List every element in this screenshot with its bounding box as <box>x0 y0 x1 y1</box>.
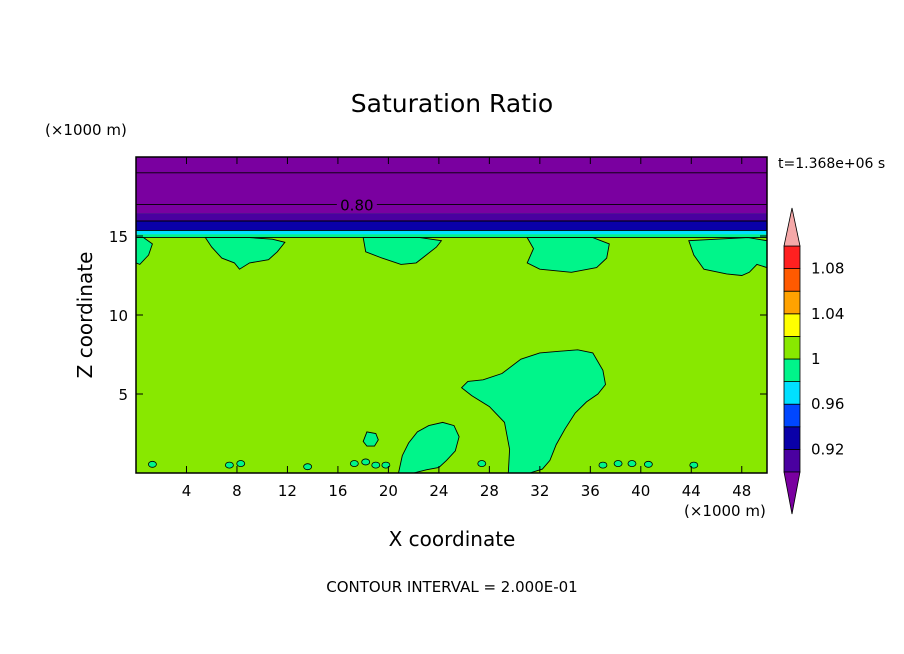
y-axis: 5 10 15 <box>109 228 767 404</box>
colorbar-segment-5 <box>783 335 801 360</box>
x-tick-label-8: 36 <box>581 482 600 500</box>
y-unit-label: (×1000 m) <box>45 121 127 139</box>
ground-blob-12 <box>643 460 653 468</box>
x-unit-label: (×1000 m) <box>684 502 766 520</box>
colorbar-tick-label-2: 1 <box>811 350 821 368</box>
x-tick-label-10: 44 <box>682 482 701 500</box>
colorbar-segment-0 <box>783 448 801 473</box>
ground-blob-7 <box>381 461 391 469</box>
ground-blob-6 <box>371 461 381 469</box>
contour-labels: 0.80 <box>336 196 377 214</box>
colorbar-over-triangle <box>783 207 801 247</box>
colorbar-segment-4 <box>783 358 801 383</box>
x-tick-label-2: 12 <box>278 482 297 500</box>
colorbar-segment-8 <box>783 268 801 292</box>
patch-main-plume-edge <box>460 349 606 473</box>
y-tick-label-0: 5 <box>118 386 128 404</box>
contour-lines <box>136 172 767 473</box>
colorbar-tick-label-3: 1.04 <box>811 305 844 323</box>
upper-dry-layer <box>136 157 767 214</box>
patch-upper-2 <box>205 237 285 270</box>
x-tick-label-3: 16 <box>328 482 347 500</box>
ground-blob-13 <box>689 461 699 469</box>
contour-label-bg-0 <box>336 196 377 213</box>
x-tick-label-11: 48 <box>732 482 751 500</box>
patch-upper-1 <box>136 237 153 265</box>
band-096 <box>136 234 767 238</box>
patch-main-plume <box>461 349 606 473</box>
band-094 <box>136 220 767 231</box>
colorbar: 0.92 0.96 1 1.04 1.08 <box>783 207 844 515</box>
x-tick-label-6: 28 <box>480 482 499 500</box>
x-tick-label-5: 24 <box>429 482 448 500</box>
patch-lower-mid-edge <box>398 421 460 473</box>
ground-blob-4 <box>349 460 359 467</box>
ground-blob-10 <box>613 460 623 467</box>
chart-title: Saturation Ratio <box>351 89 553 118</box>
patch-upper-4 <box>527 237 610 273</box>
colorbar-segment-2 <box>783 403 801 428</box>
colorbar-segment-9 <box>783 245 801 270</box>
ground-blob-11 <box>627 460 637 467</box>
colorbar-segment-3 <box>783 381 801 405</box>
ground-blob-2 <box>236 460 246 467</box>
x-axis-label: X coordinate <box>389 527 516 551</box>
patch-upper-5 <box>688 237 767 276</box>
y-axis-label: Z coordinate <box>73 252 97 379</box>
colorbar-tick-label-0: 0.92 <box>811 440 844 458</box>
ground-blob-0 <box>148 460 157 468</box>
ground-blob-1 <box>224 461 234 469</box>
colorbar-segment-1 <box>783 426 801 450</box>
time-label: t=1.368e+06 s <box>778 156 885 172</box>
band-092 <box>136 213 767 221</box>
colorbar-tick-label-4: 1.08 <box>811 260 844 278</box>
x-tick-label-4: 20 <box>379 482 398 500</box>
colorbar-segment-7 <box>783 290 801 315</box>
patch-lower-mid <box>398 422 460 473</box>
ground-blob-5 <box>361 458 371 466</box>
ground-blob-8 <box>477 460 487 467</box>
contour-interval-footer: CONTOUR INTERVAL = 2.000E-01 <box>326 578 577 596</box>
y-tick-label-1: 10 <box>109 307 128 325</box>
ground-blob-3 <box>303 463 313 471</box>
contour-label-0: 0.80 <box>340 196 373 214</box>
plot-area <box>136 157 767 473</box>
x-tick-label-0: 4 <box>182 482 192 500</box>
x-tick-label-9: 40 <box>631 482 650 500</box>
patch-small-19 <box>363 431 379 447</box>
patch-upper-3 <box>363 237 442 265</box>
patch-small-19-edge <box>362 431 379 447</box>
x-axis: 4 8 12 16 20 24 28 32 36 40 44 48 <box>182 157 751 500</box>
colorbar-segment-6 <box>783 313 801 337</box>
x-tick-label-7: 32 <box>530 482 549 500</box>
ground-blob-9 <box>598 461 608 469</box>
colorbar-tick-label-1: 0.96 <box>811 395 844 413</box>
saturation-field <box>136 157 767 473</box>
colorbar-under-triangle <box>783 471 801 515</box>
y-tick-label-2: 15 <box>109 228 128 246</box>
patch-upper-1-edge <box>136 237 153 265</box>
band-098 <box>136 230 767 235</box>
x-tick-label-1: 8 <box>232 482 242 500</box>
